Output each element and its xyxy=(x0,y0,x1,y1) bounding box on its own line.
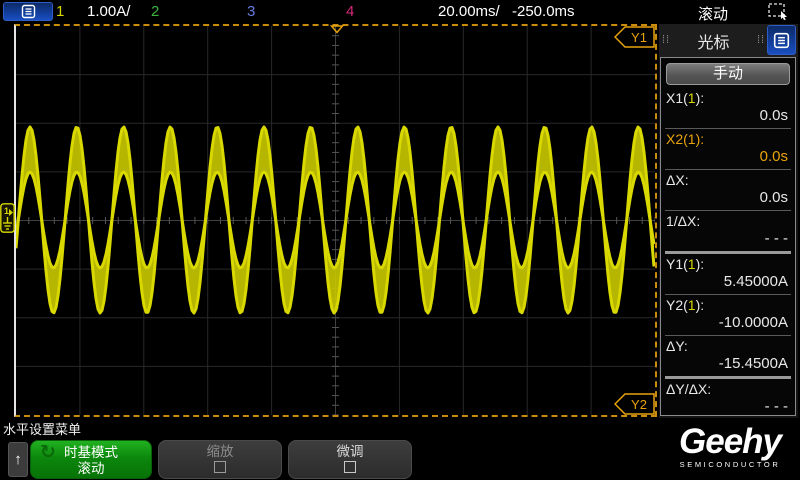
channel-1-scale[interactable]: 1.00A/ xyxy=(87,3,131,20)
channel-1-ground-marker[interactable]: 1 xyxy=(0,203,15,233)
sidebar-menu-button[interactable] xyxy=(767,25,796,55)
delay-readout[interactable]: -250.0ms xyxy=(512,3,575,20)
softkey-value: 滚动 xyxy=(77,461,105,476)
cycle-arrow-icon: ↻ xyxy=(40,442,56,463)
main-menu-button[interactable] xyxy=(3,2,53,21)
cursor-value-dy: -15.4500A xyxy=(718,355,788,372)
cursor-y2-label: Y2 xyxy=(631,397,647,412)
brand-name: Geehy xyxy=(679,422,782,461)
channel-1-indicator[interactable]: 1 xyxy=(56,3,65,20)
timebase-readout[interactable]: 20.00ms/ xyxy=(438,3,500,20)
timebase-mode-softkey[interactable]: ↻ 时基模式 滚动 xyxy=(30,440,152,479)
cursor-value-1-over-dx: - - - xyxy=(764,230,788,247)
selection-tool-icon[interactable] xyxy=(768,3,790,20)
zoom-checkbox[interactable] xyxy=(214,461,226,473)
cursor-y2-tag[interactable]: Y2 xyxy=(614,393,655,415)
cursor-value-y1: 5.45000A xyxy=(723,273,788,290)
brand-subtitle: SEMICONDUCTOR xyxy=(679,460,781,469)
cursor-y1-tag[interactable]: Y1 xyxy=(614,26,655,48)
channel-1-trace xyxy=(16,125,655,315)
cursor-row-y1[interactable]: Y1(1): 5.45000A xyxy=(666,256,788,290)
softkey-menu-bar: 水平设置菜单 ↑ ↻ 时基模式 滚动 缩放 微调 Geehy SEMICONDU… xyxy=(0,418,800,480)
separator-thick xyxy=(665,251,791,254)
cursor-y1-label: Y1 xyxy=(631,30,647,45)
trigger-time-marker[interactable] xyxy=(330,25,344,34)
cursor-sidebar: ⁞⁞ 光标 ⁞⁞ 手动 X1(1): 0.0s X2(1): 0.0s ΔX: … xyxy=(659,24,798,420)
cursor-row-x1[interactable]: X1(1): 0.0s xyxy=(666,90,788,124)
separator xyxy=(665,335,791,336)
separator xyxy=(665,294,791,295)
list-menu-icon xyxy=(21,4,35,19)
list-menu-icon xyxy=(773,32,790,48)
cursor-value-dx: 0.0s xyxy=(759,189,788,206)
cursor-mode-button[interactable]: 手动 xyxy=(666,63,790,85)
cursor-value-dy-over-dx: - - - xyxy=(764,398,788,415)
cursor-row-dy[interactable]: ΔY: -15.4500A xyxy=(666,338,788,372)
separator xyxy=(665,210,791,211)
softkey-label: 时基模式 xyxy=(64,445,118,460)
fine-adjust-checkbox[interactable] xyxy=(344,461,356,473)
cursor-value-x1: 0.0s xyxy=(759,107,788,124)
top-status-bar: 1 1.00A/ 2 3 4 20.00ms/ -250.0ms 滚动 xyxy=(0,0,800,23)
drag-grip-icon[interactable]: ⁞⁞ xyxy=(661,34,671,46)
cursor-value-x2: 0.0s xyxy=(759,148,788,165)
up-arrow-icon: ↑ xyxy=(14,451,22,468)
cursor-row-x2-selected[interactable]: X2(1): 0.0s xyxy=(666,131,788,165)
separator xyxy=(665,169,791,170)
waveform-display[interactable]: Y1 Y2 xyxy=(14,24,657,417)
brand-logo: Geehy SEMICONDUCTOR xyxy=(666,422,794,470)
cursor-row-dx[interactable]: ΔX: 0.0s xyxy=(666,172,788,206)
sidebar-title: 光标 xyxy=(697,34,730,52)
cursor-row-1-over-dx[interactable]: 1/ΔX: - - - xyxy=(666,213,788,247)
cursor-values-panel: 手动 X1(1): 0.0s X2(1): 0.0s ΔX: 0.0s 1/ΔX… xyxy=(660,57,796,420)
fine-adjust-softkey[interactable]: 微调 xyxy=(288,440,412,479)
acquisition-mode-label: 滚动 xyxy=(698,6,729,23)
cursor-row-dy-over-dx[interactable]: ΔY/ΔX: - - - xyxy=(666,381,788,415)
menu-title: 水平设置菜单 xyxy=(3,422,82,437)
menu-back-button[interactable]: ↑ xyxy=(8,442,28,477)
drag-grip-icon[interactable]: ⁞⁞ xyxy=(756,34,766,46)
separator xyxy=(665,128,791,129)
ground-marker-channel: 1 xyxy=(4,206,9,216)
cursor-value-y2: -10.0000A xyxy=(718,314,788,331)
zoom-softkey[interactable]: 缩放 xyxy=(158,440,282,479)
channel-4-indicator[interactable]: 4 xyxy=(346,3,355,20)
channel-2-indicator[interactable]: 2 xyxy=(151,3,160,20)
channel-3-indicator[interactable]: 3 xyxy=(247,3,256,20)
level-arrow-icon xyxy=(9,209,13,216)
cursor-row-y2[interactable]: Y2(1): -10.0000A xyxy=(666,297,788,331)
softkey-label: 微调 xyxy=(336,444,364,459)
separator-thick xyxy=(665,376,791,379)
softkey-label: 缩放 xyxy=(206,444,234,459)
